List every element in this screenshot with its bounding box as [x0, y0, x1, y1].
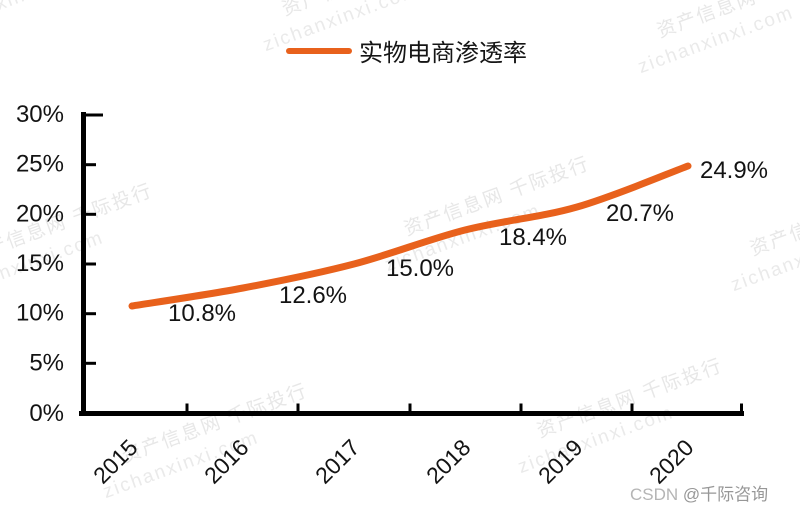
- x-tick-label: 2019: [533, 434, 588, 489]
- data-label-2019: 20.7%: [606, 200, 674, 227]
- legend: 实物电商渗透率: [286, 33, 527, 68]
- legend-label: 实物电商渗透率: [359, 40, 527, 67]
- y-tick-label: 30%: [16, 101, 64, 128]
- y-tick-label: 0%: [29, 400, 64, 427]
- x-tick-label: 2016: [199, 434, 254, 489]
- series-line-penetration-rate: [128, 162, 692, 310]
- watermark-credit: CSDN @千际咨询: [630, 480, 768, 505]
- x-tick-label: 2017: [310, 434, 365, 489]
- y-tick-label: 5%: [29, 349, 64, 376]
- credit-author: @千际咨询: [682, 485, 769, 504]
- y-tick-label: 25%: [16, 151, 64, 178]
- x-axis-ticks: [185, 403, 743, 411]
- legend-line-swatch: [286, 47, 352, 54]
- data-label-2020: 24.9%: [700, 157, 768, 184]
- y-tick-label: 15%: [16, 250, 64, 277]
- data-label-2015: 10.8%: [168, 300, 236, 327]
- y-tick-label: 20%: [16, 200, 64, 227]
- x-tick-label: 2015: [88, 434, 143, 489]
- x-tick-label: 2018: [421, 434, 476, 489]
- data-label-2018: 18.4%: [499, 224, 567, 251]
- y-tick-label: 10%: [16, 300, 64, 327]
- data-label-2017: 15.0%: [386, 255, 454, 282]
- credit-csdn: CSDN: [630, 485, 683, 504]
- y-axis-ticks: [86, 113, 103, 365]
- data-label-2016: 12.6%: [279, 282, 347, 309]
